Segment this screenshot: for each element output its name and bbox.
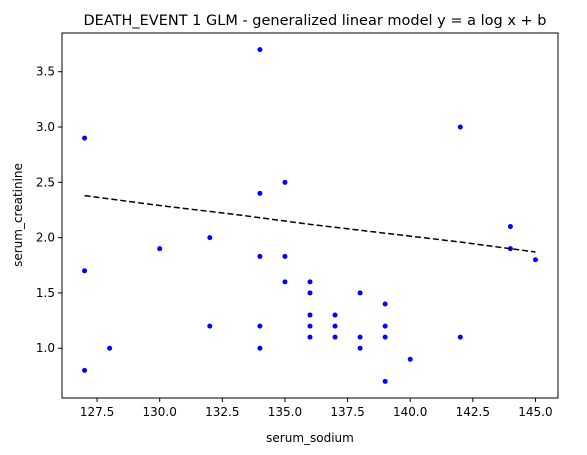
- data-point: [257, 190, 263, 196]
- data-point: [207, 235, 213, 241]
- data-point: [282, 179, 288, 185]
- data-point: [457, 124, 463, 130]
- data-point: [207, 323, 213, 329]
- data-point: [532, 257, 538, 263]
- x-tick-label: 130.0: [143, 405, 177, 419]
- y-tick-label: 1.5: [36, 286, 55, 300]
- y-tick-label: 1.0: [36, 341, 55, 355]
- data-point: [282, 253, 288, 259]
- data-point: [507, 224, 513, 230]
- fit-line: [84, 194, 536, 253]
- data-point: [382, 323, 388, 329]
- plot-area-frame: [61, 32, 559, 399]
- data-point: [382, 334, 388, 340]
- data-point: [457, 334, 463, 340]
- data-point: [257, 47, 263, 53]
- x-axis-label: serum_sodium: [266, 431, 354, 445]
- x-tick-label: 127.5: [80, 405, 114, 419]
- data-point: [382, 301, 388, 307]
- data-point: [357, 290, 363, 296]
- x-tick-label: 145.0: [518, 405, 552, 419]
- x-tick-label: 140.0: [393, 405, 427, 419]
- data-point: [407, 356, 413, 362]
- y-tick-label: 2.0: [36, 231, 55, 245]
- data-point: [307, 290, 313, 296]
- y-axis-ticks: 1.0 1.5 2.0 2.5 3.0 3.5: [36, 65, 62, 355]
- data-point: [332, 323, 338, 329]
- x-tick-label: 132.5: [205, 405, 239, 419]
- data-point: [82, 268, 88, 274]
- data-point: [382, 378, 388, 384]
- chart-title: DEATH_EVENT 1 GLM - generalized linear m…: [84, 13, 547, 29]
- y-axis-label: serum_creatinine: [11, 163, 25, 267]
- data-point: [307, 279, 313, 285]
- data-point: [82, 135, 88, 141]
- data-point: [307, 334, 313, 340]
- data-point: [307, 312, 313, 318]
- data-point: [332, 312, 338, 318]
- y-tick-label: 3.5: [36, 65, 55, 79]
- data-point: [282, 279, 288, 285]
- data-points: [82, 47, 538, 384]
- data-point: [307, 323, 313, 329]
- x-tick-label: 142.5: [456, 405, 490, 419]
- x-axis-ticks: 127.5 130.0 132.5 135.0 137.5 140.0 142.5 145.0: [80, 398, 553, 419]
- data-point: [257, 253, 263, 259]
- data-point: [257, 345, 263, 351]
- data-point: [107, 345, 113, 351]
- x-tick-label: 137.5: [330, 405, 364, 419]
- data-point: [357, 345, 363, 351]
- data-point: [157, 246, 163, 252]
- data-point: [257, 323, 263, 329]
- data-point: [357, 334, 363, 340]
- data-point: [507, 246, 513, 252]
- data-point: [332, 334, 338, 340]
- data-point: [82, 367, 88, 373]
- y-tick-label: 2.5: [36, 175, 55, 189]
- y-tick-label: 3.0: [36, 120, 55, 134]
- x-tick-label: 135.0: [268, 405, 302, 419]
